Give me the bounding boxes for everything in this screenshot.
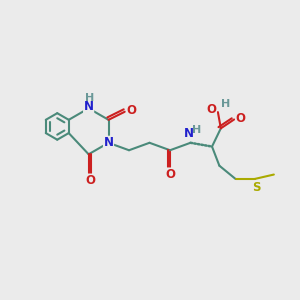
Text: N: N — [84, 100, 94, 113]
Text: O: O — [236, 112, 246, 124]
Text: N: N — [184, 128, 194, 140]
Text: O: O — [165, 168, 175, 181]
Text: N: N — [103, 136, 113, 149]
Text: H: H — [85, 93, 94, 103]
Text: O: O — [85, 174, 95, 187]
Text: H: H — [220, 99, 230, 109]
Text: H: H — [192, 125, 201, 135]
Text: S: S — [252, 181, 260, 194]
Text: O: O — [126, 104, 136, 117]
Text: O: O — [206, 103, 216, 116]
